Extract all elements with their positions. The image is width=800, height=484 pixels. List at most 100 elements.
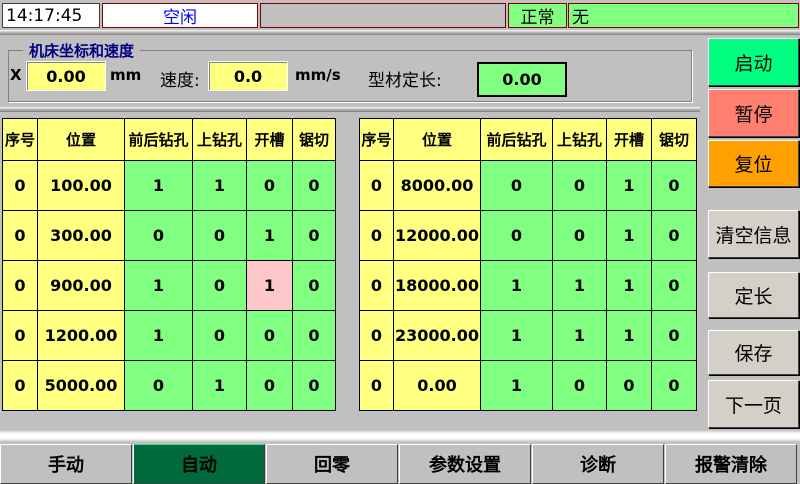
- column-header: 序号: [2, 118, 38, 161]
- table-row: 0 300.00 0 0 1 0: [2, 210, 336, 261]
- table-cell[interactable]: 23000.00: [393, 310, 481, 361]
- table-cell[interactable]: 12000.00: [393, 210, 481, 261]
- table-cell[interactable]: 1200.00: [37, 310, 125, 361]
- table-cell[interactable]: 1: [246, 260, 293, 311]
- table-cell[interactable]: 0: [552, 210, 607, 261]
- x-label: X: [10, 66, 22, 84]
- side-button-5[interactable]: 保存: [708, 330, 799, 375]
- status-bar: 14:17:45 空闲 正常 无: [0, 0, 800, 30]
- table-cell[interactable]: 0: [359, 260, 394, 311]
- clock: 14:17:45: [2, 3, 100, 28]
- divider: [0, 107, 700, 112]
- table-cell[interactable]: 0: [2, 310, 38, 361]
- nav-button-0[interactable]: 手动: [0, 444, 132, 484]
- table-header: 序号 位置 前后钻孔 上钻孔 开槽 锯切: [359, 118, 697, 161]
- table-cell[interactable]: 0: [359, 360, 394, 411]
- table-cell[interactable]: 0: [480, 210, 553, 261]
- side-button-3[interactable]: 清空信息: [708, 210, 799, 258]
- table-cell[interactable]: 8000.00: [393, 160, 481, 211]
- table-header: 序号 位置 前后钻孔 上钻孔 开槽 锯切: [2, 118, 336, 161]
- table-cell[interactable]: 5000.00: [37, 360, 125, 411]
- table-cell[interactable]: 1: [192, 160, 247, 211]
- table-cell[interactable]: 0: [292, 210, 336, 261]
- table-cell[interactable]: 0: [2, 210, 38, 261]
- table-cell[interactable]: 0: [2, 360, 38, 411]
- side-button-1[interactable]: 暂停: [708, 89, 799, 137]
- column-header: 锯切: [651, 118, 697, 161]
- table-cell[interactable]: 1: [606, 210, 652, 261]
- table-cell[interactable]: 1: [480, 360, 553, 411]
- column-header: 锯切: [292, 118, 336, 161]
- table-row: 0 0.00 1 0 0 0: [359, 360, 697, 411]
- table-cell[interactable]: 0: [2, 260, 38, 311]
- x-unit: mm: [110, 66, 142, 84]
- table-cell[interactable]: 100.00: [37, 160, 125, 211]
- table-cell[interactable]: 1: [480, 310, 553, 361]
- table-cell[interactable]: 0: [124, 360, 193, 411]
- right-table: 序号 位置 前后钻孔 上钻孔 开槽 锯切 0 8000.00 0 0 1 0 0 12000.00 0 0 1 0…: [359, 118, 697, 411]
- table-cell[interactable]: 0: [246, 360, 293, 411]
- side-button-2[interactable]: 复位: [708, 140, 799, 187]
- table-cell[interactable]: 1: [246, 210, 293, 261]
- table-cell[interactable]: 1: [552, 260, 607, 311]
- table-cell[interactable]: 1: [606, 260, 652, 311]
- nav-button-2[interactable]: 回零: [266, 444, 398, 484]
- table-cell[interactable]: 0: [552, 160, 607, 211]
- table-row: 0 12000.00 0 0 1 0: [359, 210, 697, 261]
- message-area: [260, 3, 506, 28]
- column-header: 上钻孔: [552, 118, 607, 161]
- table-cell[interactable]: 1: [606, 310, 652, 361]
- table-cell[interactable]: 0: [359, 210, 394, 261]
- table-cell[interactable]: 0: [651, 160, 697, 211]
- table-cell[interactable]: 0: [2, 160, 38, 211]
- table-cell[interactable]: 0: [124, 210, 193, 261]
- table-cell[interactable]: 0.00: [393, 360, 481, 411]
- nav-button-3[interactable]: 参数设置: [399, 444, 531, 484]
- alarm-status: 无: [568, 3, 799, 28]
- nav-button-5[interactable]: 报警清除: [665, 444, 797, 484]
- speed-label: 速度:: [160, 71, 200, 91]
- table-cell[interactable]: 0: [651, 260, 697, 311]
- table-cell[interactable]: 1: [124, 310, 193, 361]
- table-cell[interactable]: 300.00: [37, 210, 125, 261]
- table-cell[interactable]: 0: [292, 360, 336, 411]
- table-cell[interactable]: 18000.00: [393, 260, 481, 311]
- side-button-6[interactable]: 下一页: [708, 380, 799, 428]
- table-cell[interactable]: 1: [192, 360, 247, 411]
- divider: [0, 30, 800, 35]
- side-button-4[interactable]: 定长: [708, 272, 799, 318]
- side-button-0[interactable]: 启动: [708, 38, 799, 86]
- column-header: 开槽: [606, 118, 652, 161]
- table-cell[interactable]: 0: [192, 210, 247, 261]
- table-cell[interactable]: 1: [606, 160, 652, 211]
- table-cell[interactable]: 1: [480, 260, 553, 311]
- table-cell[interactable]: 0: [192, 310, 247, 361]
- table-cell[interactable]: 1: [124, 160, 193, 211]
- coords-group: 机床坐标和速度: [8, 40, 692, 102]
- table-cell[interactable]: 0: [651, 360, 697, 411]
- table-cell[interactable]: 0: [292, 260, 336, 311]
- table-cell[interactable]: 0: [606, 360, 652, 411]
- x-value: 0.00: [26, 61, 106, 91]
- divider: [0, 430, 800, 442]
- table-cell[interactable]: 0: [359, 160, 394, 211]
- table-cell[interactable]: 900.00: [37, 260, 125, 311]
- column-header: 前后钻孔: [480, 118, 553, 161]
- table-cell[interactable]: 0: [292, 160, 336, 211]
- table-cell[interactable]: 0: [246, 160, 293, 211]
- nav-button-1[interactable]: 自动: [133, 444, 265, 484]
- table-cell[interactable]: 0: [292, 310, 336, 361]
- table-cell[interactable]: 0: [651, 310, 697, 361]
- table-cell[interactable]: 0: [552, 360, 607, 411]
- nav-button-4[interactable]: 诊断: [532, 444, 664, 484]
- table-cell[interactable]: 1: [552, 310, 607, 361]
- table-cell[interactable]: 0: [651, 210, 697, 261]
- table-cell[interactable]: 0: [480, 160, 553, 211]
- speed-value: 0.0: [208, 61, 288, 91]
- table-cell[interactable]: 0: [192, 260, 247, 311]
- speed-unit: mm/s: [295, 66, 341, 84]
- table-cell[interactable]: 0: [359, 310, 394, 361]
- table-cell[interactable]: 0: [246, 310, 293, 361]
- table-cell[interactable]: 1: [124, 260, 193, 311]
- coords-title: 机床坐标和速度: [29, 42, 135, 60]
